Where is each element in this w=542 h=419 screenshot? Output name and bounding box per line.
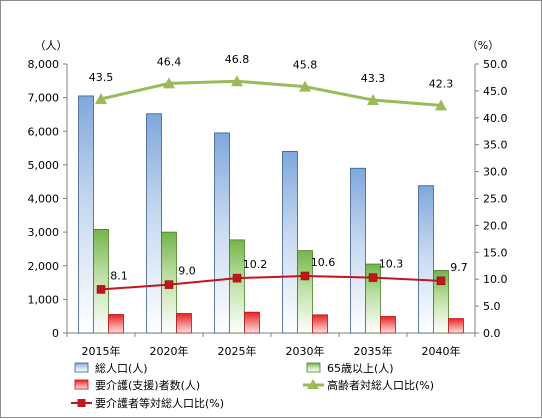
data-label-aged-ratio: 45.8 <box>293 59 318 72</box>
y-left-tick-label: 7,000 <box>28 92 60 105</box>
line-aged-ratio <box>100 79 442 107</box>
legend: 総人口(人) 65歳以上(人) 要介護(支援)者数(人) 高齢者対総人口比(%) 要介護… <box>71 361 434 410</box>
data-label-care-ratio: 10.6 <box>311 256 336 269</box>
data-label-aged-ratio: 43.3 <box>361 72 386 85</box>
y-left-tick-label: 0 <box>52 327 59 340</box>
legend-marker <box>307 379 319 389</box>
bar-total <box>214 132 230 334</box>
data-label-care-ratio: 10.3 <box>379 258 404 271</box>
data-label-aged-ratio: 43.5 <box>89 71 114 84</box>
marker-aged-ratio <box>163 77 175 89</box>
bar-total <box>78 95 94 334</box>
y-right-tick-label: 15.0 <box>483 246 508 259</box>
y-left-tick-label: 3,000 <box>28 226 60 239</box>
data-label-care-ratio: 8.1 <box>110 269 128 282</box>
bar-aged65 <box>229 239 245 334</box>
marker-care-ratio <box>96 285 106 294</box>
data-label-aged-ratio: 42.3 <box>429 77 454 90</box>
x-tick-label: 2030年 <box>286 344 325 358</box>
bar-total <box>146 113 162 334</box>
bar-care <box>108 314 124 334</box>
bar-aged65 <box>297 250 313 334</box>
legend-label: 総人口(人) <box>95 361 148 375</box>
y-right-tick-label: 20.0 <box>483 219 508 232</box>
bar-care <box>312 314 328 334</box>
marker-care-ratio <box>232 273 242 283</box>
x-tick-label: 2020年 <box>150 344 189 358</box>
y-right-tick-label: 0.0 <box>483 327 501 340</box>
legend-swatch <box>306 362 321 373</box>
data-label-care-ratio: 9.7 <box>450 261 468 274</box>
marker-aged-ratio <box>95 92 107 104</box>
bar-total <box>282 151 298 334</box>
legend-marker <box>77 399 86 407</box>
y-right-tick-label: 10.0 <box>483 273 508 286</box>
bar-aged65 <box>433 270 449 334</box>
y-right-tick-label: 30.0 <box>483 166 508 179</box>
data-label-care-ratio: 9.0 <box>178 265 196 278</box>
x-tick-label: 2040年 <box>422 344 461 358</box>
y-right-tick-label: 40.0 <box>483 112 508 125</box>
y-right-tick-label: 5.0 <box>483 300 501 313</box>
line-care-ratio <box>100 274 442 291</box>
bar-care <box>244 311 260 334</box>
bar-care <box>380 316 396 334</box>
y-right-tick-label: 25.0 <box>483 193 508 206</box>
marker-aged-ratio <box>231 75 243 87</box>
data-label-aged-ratio: 46.8 <box>225 53 250 66</box>
data-label-care-ratio: 10.2 <box>243 258 268 271</box>
bar-care <box>176 313 192 334</box>
y-right-tick-label: 50.0 <box>483 58 508 71</box>
y-right-tick-label: 45.0 <box>483 85 508 98</box>
legend-swatch <box>74 379 89 390</box>
y-right-tick-label: 35.0 <box>483 139 508 152</box>
bar-total <box>418 185 434 334</box>
y-left-unit: （人） <box>35 39 68 52</box>
bar-care <box>448 318 464 334</box>
legend-label: 高齢者対総人口比(%) <box>327 378 434 392</box>
marker-care-ratio <box>368 273 378 282</box>
y-left-tick-label: 2,000 <box>28 260 60 273</box>
legend-label: 65歳以上(人) <box>327 362 394 375</box>
legend-label: 要介護者等対総人口比(%) <box>95 396 224 410</box>
marker-aged-ratio <box>367 94 379 106</box>
x-tick-label: 2035年 <box>354 344 393 358</box>
x-tick-label: 2025年 <box>218 344 257 358</box>
y-left-tick-label: 4,000 <box>28 193 60 206</box>
y-left-tick-label: 1,000 <box>28 293 60 306</box>
y-right-unit: （%） <box>467 39 499 52</box>
marker-aged-ratio <box>435 99 447 111</box>
y-left-tick-label: 8,000 <box>28 58 60 71</box>
marker-care-ratio <box>164 280 174 289</box>
marker-care-ratio <box>300 271 310 281</box>
bar-total <box>350 167 366 334</box>
legend-label: 要介護(支援)者数(人) <box>95 378 200 392</box>
marker-aged-ratio <box>299 80 311 92</box>
bar-aged65 <box>93 229 109 334</box>
data-label-aged-ratio: 46.4 <box>157 55 182 68</box>
y-left-tick-label: 5,000 <box>28 159 60 172</box>
y-left-tick-label: 6,000 <box>28 125 60 138</box>
legend-swatch <box>74 362 89 373</box>
x-tick-label: 2015年 <box>82 344 121 358</box>
marker-care-ratio <box>436 276 446 286</box>
